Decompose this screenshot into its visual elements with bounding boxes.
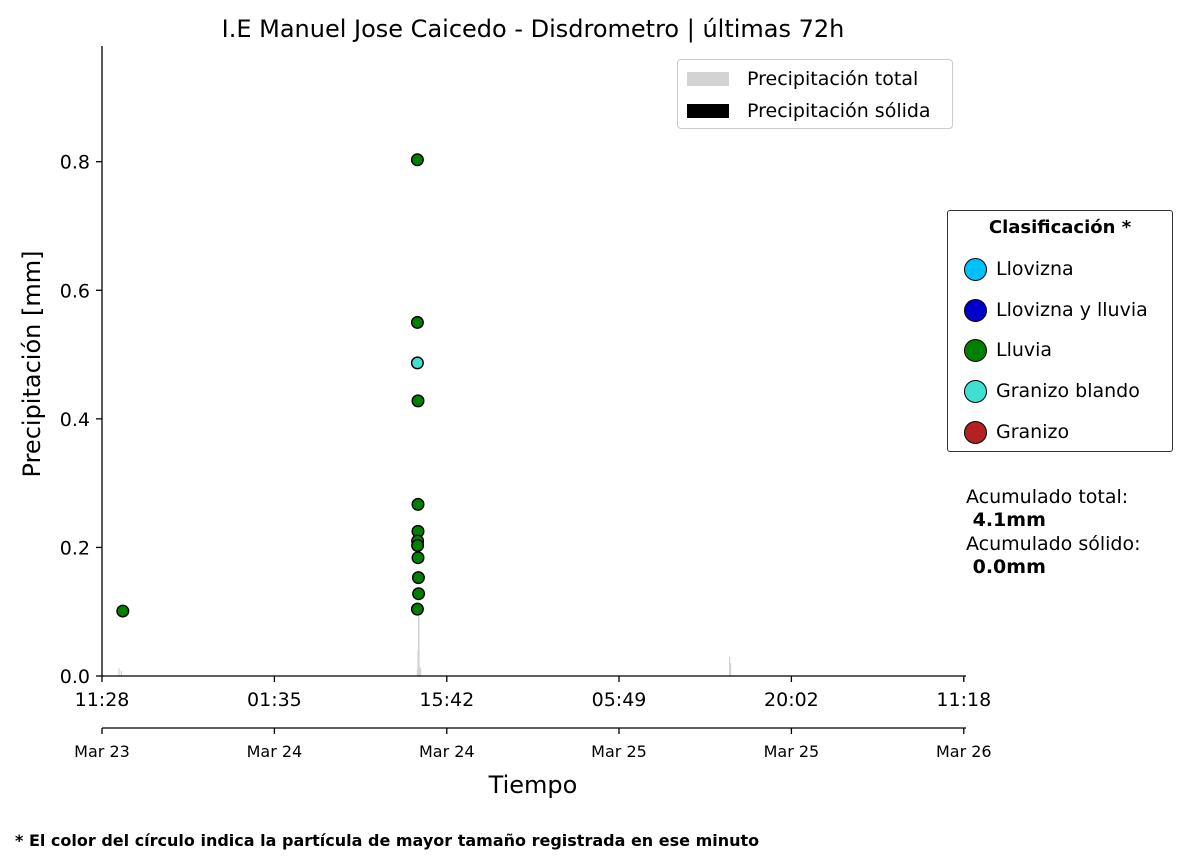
data-point — [410, 153, 424, 167]
accumulated-total-value: 4.1mm — [966, 509, 1046, 532]
data-point — [410, 356, 424, 370]
axes: 0.0 0.2 0.4 0.6 0.8 11:28 Mar 23 01:35 Mar 24 15:… — [60, 46, 992, 761]
class-marker-granizo-blando — [964, 379, 987, 403]
class-label-llovizna-y-lluvia: Llovizna y lluvia — [996, 299, 1148, 321]
accumulated-solid-label: Acumulado sólido: — [966, 533, 1141, 555]
date-tick-label: Mar 24 — [419, 742, 475, 761]
precipitation-bar — [420, 668, 422, 676]
x-tick-label: 20:02 — [764, 689, 819, 711]
legend-item-solid: Precipitación sólida — [687, 100, 931, 122]
y-axis-label: Precipitación [mm] — [18, 251, 46, 478]
y-tick-label: 0.6 — [60, 280, 90, 302]
class-marker-granizo — [964, 420, 987, 444]
x-tick-label: 05:49 — [592, 689, 647, 711]
x-tick-label: 11:18 — [936, 689, 991, 711]
precipitation-bar — [118, 668, 120, 676]
precipitation-bar — [419, 666, 421, 676]
class-item-llovizna-y-lluvia: Llovizna y lluvia — [964, 296, 1148, 324]
chart-title: I.E Manuel Jose Caicedo - Disdrometro | … — [222, 15, 845, 43]
date-tick-label: Mar 25 — [591, 742, 647, 761]
x-tick-label: 01:35 — [247, 689, 302, 711]
class-label-lluvia: Lluvia — [996, 339, 1053, 361]
x-axis-label: Tiempo — [488, 771, 578, 799]
footnote: * El color del círculo indica la partícu… — [15, 831, 760, 850]
data-point — [411, 394, 425, 408]
class-item-granizo-blando: Granizo blando — [964, 377, 1140, 405]
class-label-granizo: Granizo — [996, 421, 1070, 443]
class-label-llovizna: Llovizna — [996, 258, 1074, 280]
legend-swatch-solid — [687, 104, 729, 118]
legend-label-total: Precipitación total — [747, 68, 919, 90]
data-point — [411, 571, 425, 585]
classification-points — [116, 153, 426, 618]
legend-label-solid: Precipitación sólida — [747, 100, 931, 122]
precipitation-bar — [418, 618, 420, 676]
precipitation-legend: Precipitación total Precipitación sólida — [677, 59, 953, 129]
legend-item-total: Precipitación total — [687, 68, 918, 90]
data-point — [410, 602, 424, 616]
date-tick-label: Mar 26 — [936, 742, 992, 761]
class-item-granizo: Granizo — [964, 418, 1069, 446]
x-tick-label: 11:28 — [75, 689, 130, 711]
accumulated-solid-value: 0.0mm — [966, 556, 1046, 579]
date-tick-label: Mar 23 — [74, 742, 130, 761]
y-tick-label: 0.2 — [60, 537, 90, 559]
precipitation-bar — [120, 670, 122, 676]
data-point — [116, 604, 130, 618]
x-tick-label: 15:42 — [419, 689, 474, 711]
data-point — [412, 587, 426, 601]
precipitation-bars — [118, 611, 732, 676]
precipitation-bar — [729, 656, 731, 676]
legend-swatch-total — [687, 72, 729, 86]
data-point — [410, 315, 424, 329]
precipitation-bar — [730, 663, 732, 676]
classification-legend: Clasificación * Llovizna Llovizna y lluv… — [947, 210, 1173, 452]
class-item-llovizna: Llovizna — [964, 255, 1074, 283]
class-item-lluvia: Lluvia — [964, 336, 1052, 364]
y-tick-label: 0.4 — [60, 409, 90, 431]
data-point — [411, 551, 425, 565]
y-tick-label: 0.0 — [60, 666, 90, 688]
classification-legend-title: Clasificación * — [988, 217, 1132, 238]
data-point — [411, 497, 425, 511]
date-tick-label: Mar 25 — [764, 742, 820, 761]
class-marker-llovizna-y-lluvia — [964, 298, 987, 322]
accumulated-total-number: 4.1mm — [966, 509, 1046, 531]
y-tick-label: 0.8 — [60, 152, 90, 174]
class-marker-llovizna — [964, 257, 987, 281]
data-point — [411, 539, 425, 553]
class-marker-lluvia — [964, 338, 987, 362]
class-label-granizo-blando: Granizo blando — [996, 380, 1140, 402]
accumulated-total-label: Acumulado total: — [966, 486, 1129, 508]
date-tick-label: Mar 24 — [247, 742, 303, 761]
accumulated-solid-number: 0.0mm — [966, 556, 1046, 578]
